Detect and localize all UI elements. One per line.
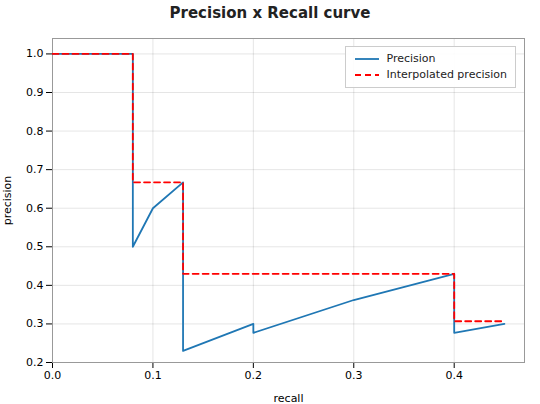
svg-text:0.6: 0.6 [26, 202, 44, 215]
svg-text:0.8: 0.8 [26, 125, 44, 138]
svg-text:0.0: 0.0 [44, 369, 62, 382]
svg-text:precision: precision [1, 176, 14, 226]
svg-text:0.5: 0.5 [26, 240, 44, 253]
svg-text:0.9: 0.9 [26, 86, 44, 99]
svg-text:0.2: 0.2 [245, 369, 263, 382]
html-text:Precision: Precision [386, 52, 436, 65]
svg-text:1.0: 1.0 [26, 47, 44, 60]
svg-text:0.2: 0.2 [26, 356, 44, 369]
svg-text:0.1: 0.1 [144, 369, 162, 382]
svg-text:0.3: 0.3 [345, 369, 363, 382]
svg-text:0.7: 0.7 [26, 163, 44, 176]
html-text:Interpolated precision: Interpolated precision [386, 68, 507, 81]
svg-text:0.4: 0.4 [445, 369, 463, 382]
svg-text:recall: recall [274, 392, 304, 404]
html-text:Precision x Recall curve: Precision x Recall curve [169, 4, 371, 22]
svg-text:0.4: 0.4 [26, 279, 44, 292]
svg-text:0.3: 0.3 [26, 317, 44, 330]
